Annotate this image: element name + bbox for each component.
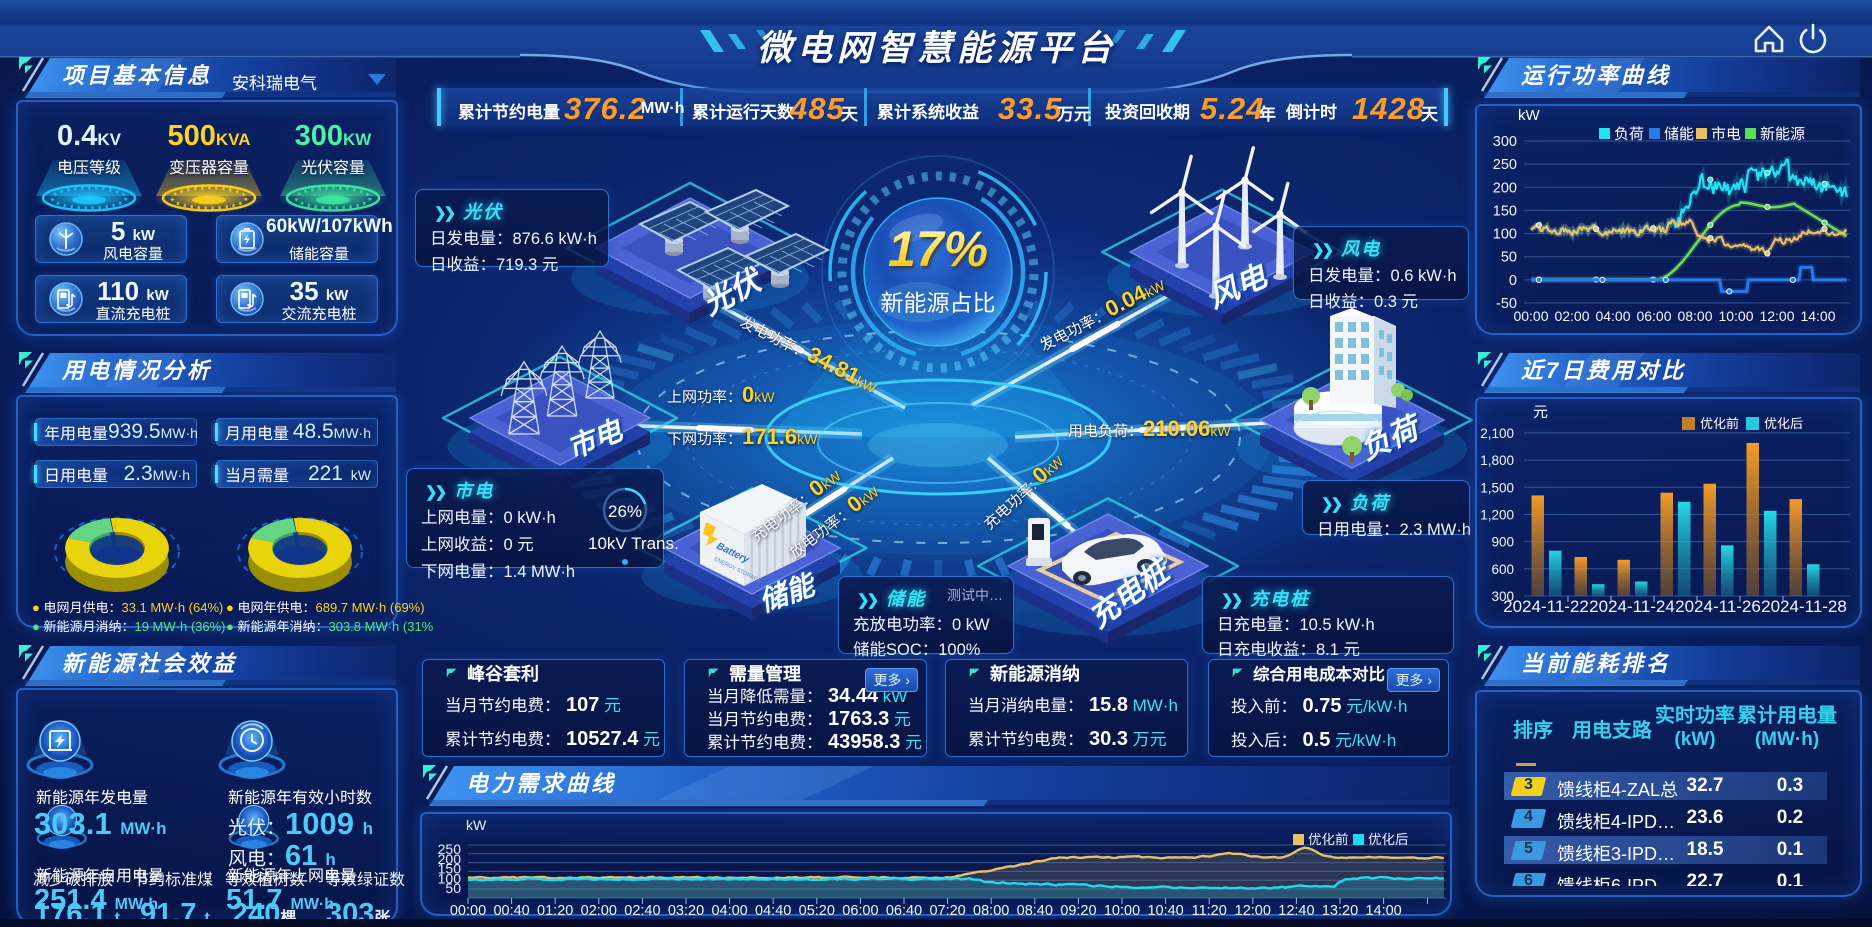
svg-text:150: 150 xyxy=(438,861,462,877)
svg-text:1,500: 1,500 xyxy=(1480,480,1514,495)
svg-text:250: 250 xyxy=(1493,157,1517,173)
svg-text:06:00: 06:00 xyxy=(1636,308,1671,324)
svg-text:02:00: 02:00 xyxy=(581,903,617,919)
svg-text:02:40: 02:40 xyxy=(624,903,660,919)
svg-text:2024-11-26: 2024-11-26 xyxy=(1675,597,1761,616)
svg-text:00:00: 00:00 xyxy=(1513,308,1548,324)
svg-text:用电情况分析: 用电情况分析 xyxy=(61,358,212,383)
svg-text:0: 0 xyxy=(1509,273,1517,289)
svg-text:14:00: 14:00 xyxy=(1800,308,1835,324)
svg-text:04:00: 04:00 xyxy=(1595,308,1630,324)
svg-text:02:00: 02:00 xyxy=(1554,308,1589,324)
svg-text:05:20: 05:20 xyxy=(799,903,835,919)
svg-text:04:40: 04:40 xyxy=(755,903,791,919)
svg-text:01:20: 01:20 xyxy=(537,903,573,919)
svg-text:26%: 26% xyxy=(608,502,642,521)
svg-text:当前能耗排名: 当前能耗排名 xyxy=(1521,651,1671,676)
svg-text:250: 250 xyxy=(438,841,462,857)
svg-text:00:40: 00:40 xyxy=(493,903,529,919)
svg-text:100: 100 xyxy=(1493,227,1517,243)
svg-text:元: 元 xyxy=(1533,404,1548,421)
svg-text:200: 200 xyxy=(438,851,462,867)
svg-text:1,800: 1,800 xyxy=(1480,453,1514,468)
svg-text:2024-11-28: 2024-11-28 xyxy=(1761,597,1847,616)
svg-text:10:40: 10:40 xyxy=(1147,903,1183,919)
svg-text:100: 100 xyxy=(438,870,462,886)
svg-text:150: 150 xyxy=(1493,203,1517,219)
svg-text:13:20: 13:20 xyxy=(1322,903,1358,919)
svg-text:-50: -50 xyxy=(1496,296,1517,312)
svg-text:14:00: 14:00 xyxy=(1365,903,1401,919)
svg-text:07:20: 07:20 xyxy=(929,903,965,919)
svg-text:200: 200 xyxy=(1493,180,1517,196)
svg-text:04:00: 04:00 xyxy=(711,903,747,919)
svg-text:03:20: 03:20 xyxy=(668,903,704,919)
svg-text:kW: kW xyxy=(1518,107,1541,124)
svg-text:10:00: 10:00 xyxy=(1718,308,1753,324)
svg-text:600: 600 xyxy=(1491,562,1514,577)
svg-text:08:40: 08:40 xyxy=(1017,903,1053,919)
svg-text:06:00: 06:00 xyxy=(842,903,878,919)
svg-text:12:00: 12:00 xyxy=(1759,308,1794,324)
svg-text:新能源: 新能源 xyxy=(1760,126,1805,143)
svg-text:00:00: 00:00 xyxy=(450,903,486,919)
svg-text:12:40: 12:40 xyxy=(1278,903,1314,919)
svg-text:负荷: 负荷 xyxy=(1614,126,1644,143)
svg-text:kW: kW xyxy=(466,817,487,833)
svg-text:300: 300 xyxy=(1491,589,1514,604)
svg-text:项目基本信息: 项目基本信息 xyxy=(62,63,212,88)
svg-text:12:00: 12:00 xyxy=(1235,903,1271,919)
svg-text:优化前: 优化前 xyxy=(1308,832,1349,847)
svg-text:2,100: 2,100 xyxy=(1480,426,1514,441)
svg-text:300: 300 xyxy=(1493,134,1517,150)
svg-text:09:20: 09:20 xyxy=(1060,903,1096,919)
svg-text:运行功率曲线: 运行功率曲线 xyxy=(1521,63,1671,88)
svg-text:优化后: 优化后 xyxy=(1368,832,1409,847)
svg-text:50: 50 xyxy=(1501,250,1517,266)
svg-text:1,200: 1,200 xyxy=(1480,508,1514,523)
svg-text:市电: 市电 xyxy=(1711,126,1741,143)
svg-text:近7日费用对比: 近7日费用对比 xyxy=(1521,358,1686,383)
svg-text:储能: 储能 xyxy=(1664,126,1694,143)
svg-text:2024-11-24: 2024-11-24 xyxy=(1589,597,1675,616)
svg-text:11:20: 11:20 xyxy=(1192,903,1227,919)
svg-text:优化前: 优化前 xyxy=(1700,416,1739,431)
svg-text:新能源社会效益: 新能源社会效益 xyxy=(62,651,237,676)
svg-text:2024-11-22: 2024-11-22 xyxy=(1503,597,1589,616)
svg-text:08:00: 08:00 xyxy=(973,903,1009,919)
svg-text:900: 900 xyxy=(1491,535,1514,550)
svg-text:电力需求曲线: 电力需求曲线 xyxy=(466,771,616,796)
svg-text:08:00: 08:00 xyxy=(1677,308,1712,324)
svg-text:06:40: 06:40 xyxy=(886,903,922,919)
svg-text:10:00: 10:00 xyxy=(1104,903,1140,919)
svg-text:优化后: 优化后 xyxy=(1764,416,1803,431)
svg-text:50: 50 xyxy=(445,880,461,896)
